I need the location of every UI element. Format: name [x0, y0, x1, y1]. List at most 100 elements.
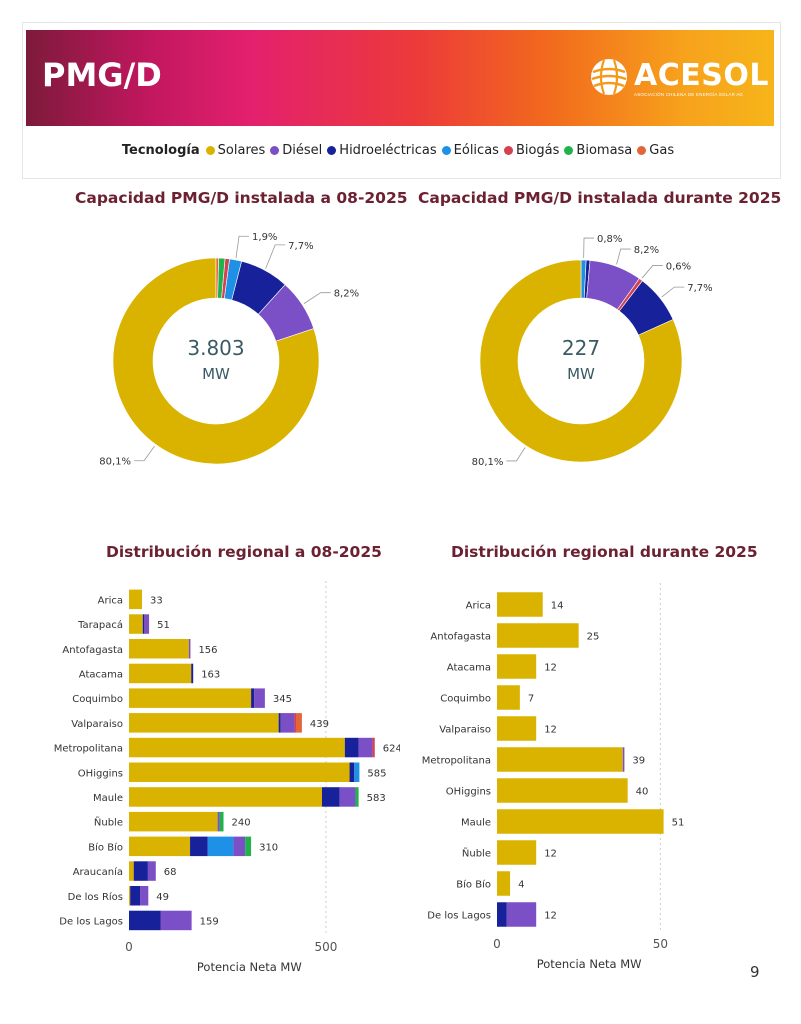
x-tick-label: 0 [493, 937, 501, 951]
donut-label-solares: 80,1% [99, 457, 131, 468]
data-label: 156 [198, 645, 217, 656]
donut-label-eolicas: 0,8% [597, 234, 622, 245]
legend-item-gas[interactable]: Gas [637, 143, 674, 158]
donut-center-value: 227 [562, 336, 600, 360]
bar-segment-diesel [233, 836, 246, 857]
donut-label-hidroelectricas: 7,7% [288, 241, 313, 252]
page-number: 9 [750, 963, 760, 981]
legend-label-eolicas: Eólicas [453, 143, 499, 158]
data-label: 585 [367, 768, 386, 779]
data-label: 49 [156, 892, 169, 903]
bar-chart-regional-total: 0 500 Potencia Neta MW Arica 33 Tarapacá 51 Ant… [54, 581, 400, 974]
legend-item-hidroelectricas[interactable]: Hidroeléctricas [327, 143, 437, 158]
data-label: 439 [310, 719, 329, 730]
donut-label-diesel: 8,2% [634, 245, 659, 256]
legend-dot-eolicas [441, 146, 451, 155]
category-label: Maule [461, 818, 491, 829]
bar-segment-hidroelectricas [344, 737, 359, 758]
bar-segment-solares [129, 639, 189, 659]
donut-chart-2025: 0,8% 8,2% 0,6% 7,7% 80,1% 227 MW [472, 234, 713, 468]
header-banner: PMG/D ACESOL ASOCIACIÓN CHILENA DE ENERG… [26, 30, 774, 126]
data-label: 159 [200, 916, 219, 927]
data-label: 163 [201, 669, 220, 680]
bar-segment-solares [497, 654, 537, 679]
legend-item-solares[interactable]: Solares [205, 143, 266, 158]
donut-chart-total: 80,1% 8,2% 7,7% 1,9% 3.803 MW [99, 232, 359, 468]
donut-leader-line [303, 292, 331, 304]
category-label: Arica [466, 601, 491, 612]
donut-leader-line [641, 265, 663, 279]
category-label: Coquimbo [72, 694, 123, 705]
legend-label-gas: Gas [649, 143, 675, 158]
data-label: 583 [367, 793, 386, 804]
donut-label-diesel: 8,2% [334, 289, 359, 300]
data-label: 12 [544, 911, 557, 922]
bar-segment-solares [497, 747, 623, 772]
bar-segment-diesel [188, 639, 191, 659]
logo-subtitle: ASOCIACIÓN CHILENA DE ENERGÍA SOLAR AG [634, 92, 744, 97]
data-label: 51 [157, 620, 170, 631]
data-label: 12 [544, 849, 557, 860]
bar-segment-diesel [339, 787, 356, 807]
category-label: OHiggins [446, 787, 491, 798]
category-label: Valparaiso [71, 719, 123, 730]
header-frame [22, 22, 781, 179]
bar-segment-hidroelectricas [133, 861, 148, 881]
category-label: Araucanía [73, 866, 123, 878]
donut2-title: Capacidad PMG/D instalada durante 2025 [418, 189, 782, 207]
category-label: Antofagasta [430, 632, 491, 643]
bar-segment-hidroelectricas [497, 902, 507, 927]
bar-segment-solares [129, 787, 322, 807]
legend-dot-gas [637, 146, 647, 155]
bar-segment-solares [497, 685, 520, 710]
category-label: Tarapacá [77, 619, 123, 631]
data-label: 624 [383, 744, 400, 755]
bar-segment-solares [497, 592, 543, 617]
bar-segment-diesel [217, 811, 220, 832]
donut-leader-line [616, 248, 631, 265]
legend-dot-biogas [503, 146, 513, 155]
bar-segment-solares [129, 614, 143, 634]
category-label: Bío Bío [88, 841, 123, 853]
donut-slice-solares [112, 257, 320, 465]
bar-segment-hidroelectricas [130, 886, 141, 906]
category-label: Antofagasta [62, 645, 123, 656]
donut-label-eolicas: 1,9% [252, 232, 277, 243]
data-label: 25 [587, 632, 600, 643]
acesol-logo: ACESOL ASOCIACIÓN CHILENA DE ENERGÍA SOL… [588, 56, 768, 102]
bar-segment-solares [129, 713, 279, 733]
bar-segment-solares [497, 623, 579, 648]
bar-segment-hidroelectricas [191, 663, 194, 684]
category-label: De los Lagos [59, 916, 123, 927]
bar-segment-biomasa [219, 811, 224, 832]
legend-dot-hidroelectricas [327, 146, 337, 155]
data-label: 12 [544, 663, 557, 674]
bar-segment-hidroelectricas [190, 836, 208, 857]
x-tick-label: 50 [653, 937, 668, 951]
page-title: PMG/D [42, 56, 162, 94]
data-label: 68 [164, 867, 177, 878]
legend-label-solares: Solares [217, 143, 266, 158]
legend-title: Tecnología [121, 143, 200, 158]
bar-chart-regional-2025: 0 50 Potencia Neta MW Arica 14 Antofagasta 25 A… [422, 583, 684, 971]
data-label: 310 [259, 842, 278, 853]
legend-item-biogas[interactable]: Biogás [503, 143, 559, 158]
category-label: OHiggins [78, 768, 123, 779]
bar-segment-biogas [372, 737, 375, 758]
bar-segment-solares [497, 840, 537, 865]
donut-center-value: 3.803 [187, 336, 244, 360]
category-label: Valparaiso [439, 725, 491, 736]
legend-item-eolicas[interactable]: Eólicas [441, 143, 499, 158]
bar-segment-hidroelectricas [321, 787, 340, 807]
legend-item-biomasa[interactable]: Biomasa [564, 143, 632, 158]
legend-item-diesel[interactable]: Diésel [270, 143, 322, 158]
data-label: 12 [544, 725, 557, 736]
x-tick-label: 0 [125, 940, 133, 954]
category-label: Ñuble [94, 816, 123, 829]
bar-segment-diesel [160, 910, 192, 931]
bar-segment-solares [129, 886, 131, 906]
bar-segment-diesel [144, 614, 150, 634]
data-label: 4 [518, 880, 524, 891]
bar-segment-solares [129, 737, 345, 758]
legend-dot-biomasa [564, 146, 574, 155]
